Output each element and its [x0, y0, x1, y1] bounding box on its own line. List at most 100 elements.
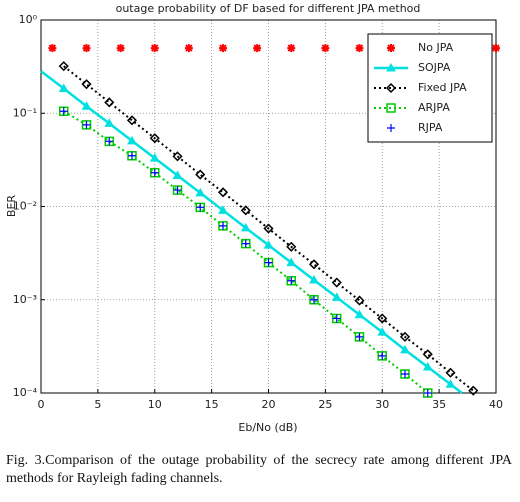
data-point [378, 351, 387, 360]
data-point [172, 151, 183, 162]
data-point [310, 295, 318, 304]
legend: No JPA SOJPA Fixed JPA ARJPA RJPA [367, 33, 493, 143]
data-point [253, 44, 262, 53]
legend-label: Fixed JPA [418, 81, 467, 94]
data-point [240, 222, 251, 232]
data-point [377, 351, 387, 361]
data-point [264, 258, 273, 267]
data-point [355, 332, 364, 341]
x-tick-label: 0 [38, 398, 45, 411]
data-point [332, 313, 342, 324]
data-point [263, 257, 274, 268]
data-point [286, 275, 296, 286]
plot-frame [40, 19, 497, 394]
legend-marker [385, 82, 397, 94]
data-point [195, 202, 205, 213]
data-point [321, 44, 330, 53]
data-point [173, 186, 182, 195]
data-point [422, 349, 433, 360]
x-tick-label: 25 [318, 398, 332, 411]
data-point [172, 170, 183, 179]
data-point [126, 115, 138, 126]
data-point [400, 344, 410, 354]
data-point [241, 239, 250, 248]
data-point [287, 44, 296, 53]
data-point [184, 44, 193, 53]
data-point [196, 203, 205, 212]
y-tick-label: 10⁻³ [13, 293, 37, 306]
data-point [48, 44, 57, 53]
data-point [150, 44, 159, 53]
data-point [104, 118, 115, 127]
data-point [468, 385, 479, 396]
data-point [59, 107, 68, 116]
legend-marker [386, 103, 396, 113]
data-point [218, 205, 228, 214]
data-point [81, 79, 92, 90]
data-point [116, 44, 125, 53]
data-point [400, 369, 410, 379]
data-point [377, 313, 388, 324]
data-point [82, 120, 91, 129]
data-point [217, 187, 229, 198]
data-point [445, 379, 456, 388]
data-point [81, 101, 92, 110]
legend-marker [387, 124, 395, 132]
data-point [401, 369, 409, 378]
data-point [149, 153, 160, 162]
y-tick-label: 10⁻¹ [13, 106, 37, 119]
chart: outage probability of DF based for diffe… [5, 2, 503, 434]
legend-marker [386, 62, 396, 72]
x-tick-label: 30 [375, 398, 389, 411]
legend-label: RJPA [418, 121, 443, 134]
data-point [149, 133, 160, 144]
x-axis-title: Eb/No (dB) [238, 421, 297, 434]
data-point [354, 309, 365, 319]
data-point [82, 44, 91, 53]
data-point [195, 187, 206, 197]
data-point [219, 221, 227, 230]
data-point [195, 169, 206, 180]
data-point [128, 151, 136, 160]
data-point [219, 44, 227, 53]
data-point [445, 367, 456, 378]
data-point [218, 221, 228, 231]
x-tick-label: 20 [262, 398, 276, 411]
data-point [127, 135, 137, 145]
data-point [423, 389, 432, 397]
data-point [150, 168, 159, 177]
legend-label: ARJPA [418, 101, 450, 114]
x-tick-label: 35 [432, 398, 446, 411]
y-tick-label: 10⁰ [19, 13, 38, 26]
data-point [309, 295, 319, 305]
data-point [58, 83, 69, 93]
data-point [104, 97, 115, 108]
data-point [287, 276, 296, 285]
data-point [105, 137, 114, 146]
data-point [399, 331, 411, 342]
y-tick-label: 10⁻⁴ [13, 386, 38, 399]
data-point [127, 151, 137, 161]
data-point [286, 241, 297, 252]
data-point [355, 44, 364, 53]
data-point [240, 205, 251, 216]
data-point [286, 257, 297, 267]
y-tick-label: 10⁻² [13, 200, 37, 213]
x-tick-label: 15 [205, 398, 219, 411]
data-point [81, 120, 92, 130]
data-point [354, 332, 365, 342]
x-tick-label: 40 [489, 398, 503, 411]
data-point [58, 61, 69, 72]
data-point [422, 361, 433, 371]
data-point [241, 238, 251, 249]
legend-label: No JPA [418, 41, 454, 54]
data-point [309, 274, 319, 284]
chart-title: outage probability of DF based for diffe… [116, 2, 421, 15]
data-point [59, 106, 69, 117]
data-point [263, 223, 274, 234]
data-point [492, 44, 500, 53]
data-point [308, 259, 320, 270]
data-point [263, 240, 274, 249]
data-point [423, 388, 433, 398]
